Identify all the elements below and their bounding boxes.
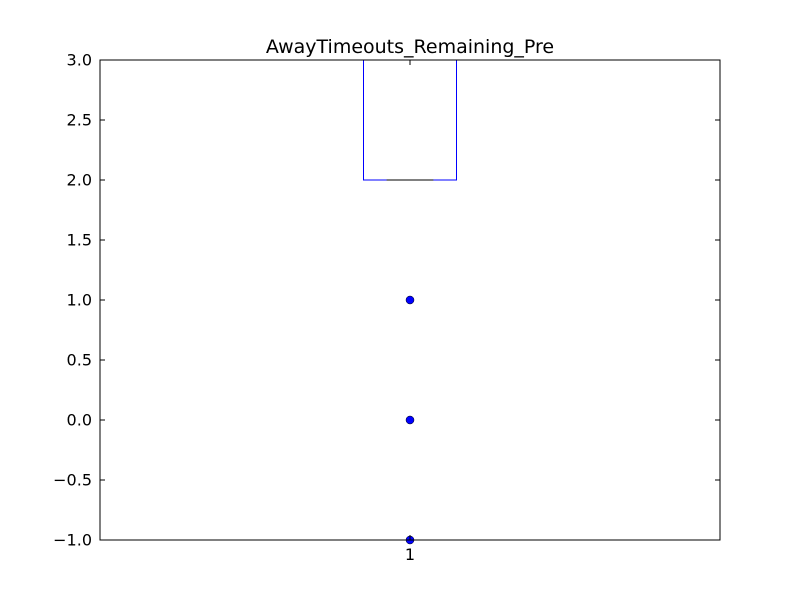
x-tick-label: 1 (405, 545, 415, 564)
y-tick-label: 3.0 (67, 51, 92, 70)
outlier-point (405, 415, 415, 425)
chart-title: AwayTimeouts_Remaining_Pre (266, 36, 554, 58)
y-tick-label: 0.0 (67, 411, 92, 430)
outlier-point (405, 295, 415, 305)
tick-layer: −1.0 −0.5 0.0 0.5 1.0 1.5 2.0 2.5 3.0 1 (53, 51, 720, 564)
y-tick-label: −0.5 (53, 471, 92, 490)
y-tick-label: 2.5 (67, 111, 92, 130)
y-tick-label: −1.0 (53, 531, 92, 550)
y-tick-label: 2.0 (67, 171, 92, 190)
box-iqr (363, 59, 457, 181)
plot-area (363, 59, 457, 545)
y-tick-label: 1.5 (67, 231, 92, 250)
y-tick-label: 1.0 (67, 291, 92, 310)
y-tick-label: 0.5 (67, 351, 92, 370)
